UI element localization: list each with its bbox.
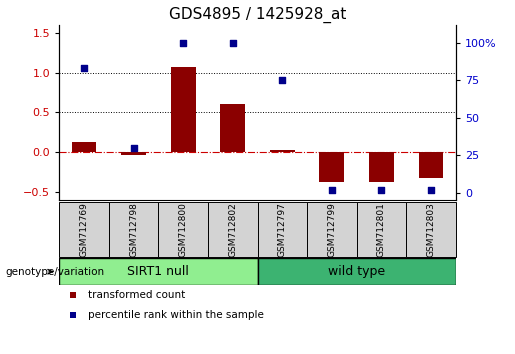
Point xyxy=(377,187,386,192)
Text: GSM712799: GSM712799 xyxy=(328,202,336,257)
Text: GSM712769: GSM712769 xyxy=(79,202,89,257)
Text: GSM712801: GSM712801 xyxy=(377,202,386,257)
Bar xyxy=(59,258,258,285)
Title: GDS4895 / 1425928_at: GDS4895 / 1425928_at xyxy=(169,7,346,23)
Bar xyxy=(270,150,295,152)
Text: percentile rank within the sample: percentile rank within the sample xyxy=(88,310,264,320)
Bar xyxy=(72,142,96,152)
Point xyxy=(278,78,286,83)
Point xyxy=(129,145,138,150)
Bar xyxy=(109,202,158,257)
Text: SIRT1 null: SIRT1 null xyxy=(127,265,190,278)
Bar xyxy=(158,202,208,257)
Bar xyxy=(258,202,307,257)
Bar xyxy=(307,202,356,257)
Text: GSM712802: GSM712802 xyxy=(228,202,237,257)
Text: GSM712803: GSM712803 xyxy=(426,202,436,257)
Text: GSM712800: GSM712800 xyxy=(179,202,187,257)
Text: transformed count: transformed count xyxy=(88,290,185,300)
Bar xyxy=(419,152,443,178)
Bar xyxy=(171,67,196,152)
Text: genotype/variation: genotype/variation xyxy=(5,267,104,277)
Bar xyxy=(258,258,456,285)
Point xyxy=(179,40,187,46)
Bar xyxy=(59,202,109,257)
Bar xyxy=(406,202,456,257)
Bar xyxy=(319,152,344,182)
Bar xyxy=(220,104,245,152)
Bar xyxy=(121,152,146,155)
Point xyxy=(80,65,88,71)
Bar xyxy=(356,202,406,257)
Bar xyxy=(369,152,394,182)
Text: GSM712797: GSM712797 xyxy=(278,202,287,257)
Point xyxy=(229,40,237,46)
Point xyxy=(328,187,336,192)
Text: GSM712798: GSM712798 xyxy=(129,202,138,257)
Point xyxy=(427,187,435,192)
Bar xyxy=(208,202,258,257)
Text: wild type: wild type xyxy=(328,265,385,278)
